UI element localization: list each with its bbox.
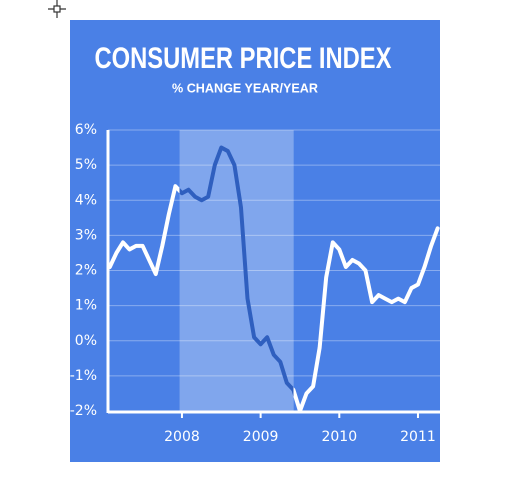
y-tick-label: 0% <box>75 333 97 349</box>
cursor-icon <box>48 0 66 18</box>
x-tick-label: 2011 <box>400 429 436 445</box>
y-tick-label: 1% <box>75 298 97 314</box>
x-tick-label: 2009 <box>243 429 279 445</box>
chart-subtitle: % CHANGE YEAR/YEAR <box>172 80 319 95</box>
x-tick-label: 2008 <box>164 429 200 445</box>
line-series <box>107 145 440 413</box>
y-tick-label: 3% <box>75 227 97 243</box>
y-tick-label: -1% <box>70 368 97 384</box>
y-tick-label: 2% <box>75 263 97 279</box>
y-tick-label: 6% <box>75 122 97 138</box>
chart-background <box>70 20 440 462</box>
x-tick-label: 2010 <box>321 429 357 445</box>
y-tick-label: -2% <box>70 403 97 419</box>
y-tick-label: 4% <box>75 192 97 208</box>
chart-title: CONSUMER PRICE INDEX <box>95 42 392 75</box>
y-tick-label: 5% <box>75 157 97 173</box>
